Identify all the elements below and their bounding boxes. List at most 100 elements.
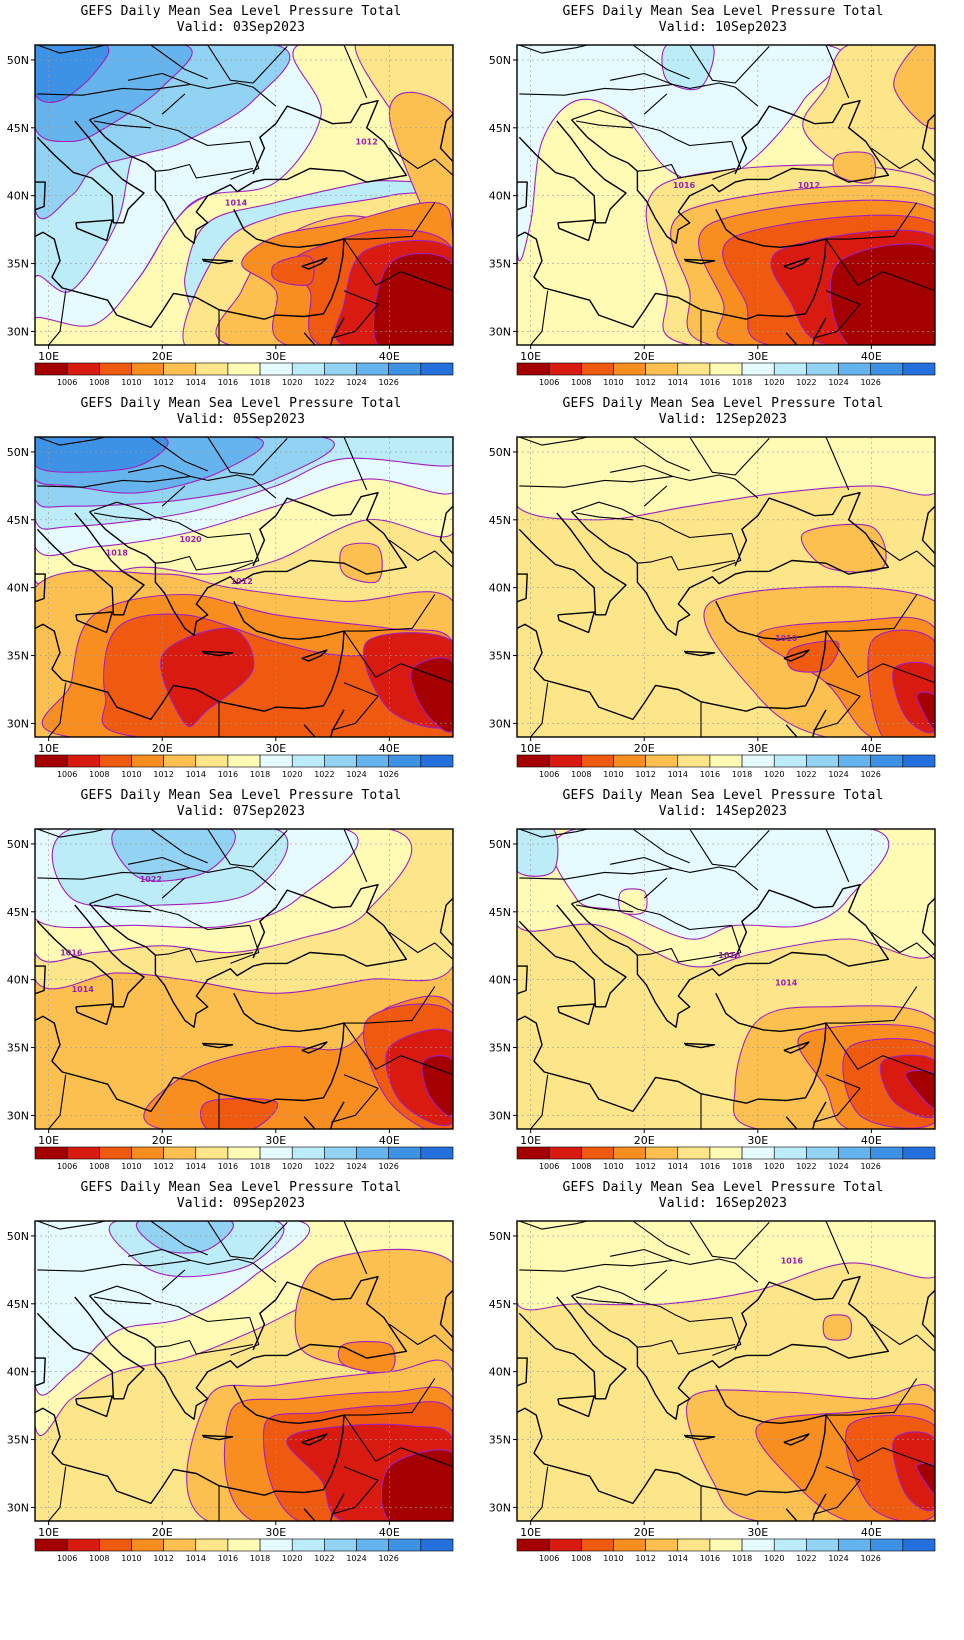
colorbar-swatch [645, 362, 679, 376]
country-border [127, 856, 191, 869]
coastline [715, 208, 827, 320]
country-border [127, 72, 191, 85]
map-panel: GEFS Daily Mean Sea Level Pressure Total… [482, 784, 964, 1194]
colorbar-swatch [838, 754, 871, 768]
coastline [75, 219, 113, 242]
coastline [518, 904, 627, 1008]
country-border [826, 986, 918, 1024]
coastline [783, 257, 810, 270]
colorbar-swatch [324, 1146, 357, 1160]
panel-valid-date: Valid: 16Sep2023 [658, 1196, 788, 1211]
colorbar-label: 1020 [282, 378, 302, 387]
coastline [683, 1434, 716, 1441]
colorbar-swatch [34, 362, 68, 376]
pressure-shaded-region [517, 437, 935, 521]
pressure-shaded-region [270, 255, 315, 286]
colorbar-label: 1016 [218, 1554, 238, 1563]
colorbar-label: 1018 [250, 378, 270, 387]
colorbar-swatch [613, 754, 646, 768]
longitude-tick-label: 10E [520, 742, 541, 755]
colorbar-swatch [645, 754, 679, 768]
coastline [785, 1101, 827, 1129]
colorbar-swatch [34, 754, 68, 768]
country-border [331, 682, 379, 731]
coastline [252, 99, 408, 183]
longitude-tick-label: 40E [379, 1134, 400, 1147]
colorbar-label: 1006 [539, 1554, 559, 1563]
pressure-shaded-region [421, 1055, 453, 1118]
country-border [825, 1221, 850, 1275]
colorbar-swatch [645, 1146, 679, 1160]
latitude-tick-label: 35N [489, 1434, 511, 1447]
coastline [683, 258, 716, 265]
longitude-tick-label: 30E [747, 742, 768, 755]
colorbar-label: 1022 [796, 1554, 816, 1563]
coastline [303, 709, 345, 737]
colorbar-label: 1012 [635, 1554, 655, 1563]
colorbar-swatch [581, 1538, 614, 1552]
coastline [88, 1295, 265, 1420]
country-border [871, 931, 935, 960]
colorbar-swatch [131, 1538, 164, 1552]
latitude-tick-label: 50N [489, 838, 511, 851]
colorbar-swatch [163, 1538, 197, 1552]
longitude-tick-label: 20E [634, 350, 655, 363]
colorbar-label: 1010 [603, 1554, 623, 1563]
colorbar-swatch [870, 1146, 904, 1160]
colorbar-label: 1020 [282, 1554, 302, 1563]
plot-frame [516, 44, 936, 346]
country-border [48, 1466, 67, 1521]
colorbar-swatch [259, 1538, 293, 1552]
colorbar-label: 1024 [346, 770, 366, 779]
contour-label: 1016 [718, 951, 741, 960]
panel-valid-date: Valid: 14Sep2023 [658, 804, 788, 819]
colorbar-label: 1022 [314, 1554, 334, 1563]
colorbar-label: 1012 [153, 1162, 173, 1171]
pressure-shaded-region [35, 45, 110, 103]
colorbar-label: 1008 [89, 378, 109, 387]
colorbar-swatch [548, 754, 582, 768]
panel-valid-date: Valid: 05Sep2023 [176, 412, 306, 427]
latitude-tick-label: 40N [489, 190, 511, 203]
longitude-tick-label: 40E [861, 742, 882, 755]
country-border [632, 45, 690, 80]
colorbar-swatch [741, 1538, 775, 1552]
colorbar-swatch [806, 362, 839, 376]
colorbar-swatch [66, 1538, 100, 1552]
country-border [127, 464, 191, 477]
colorbar-swatch [548, 1146, 582, 1160]
latitude-tick-label: 45N [489, 1298, 511, 1311]
colorbar-label: 1010 [121, 1554, 141, 1563]
colorbar-swatch [870, 754, 904, 768]
country-border [825, 238, 935, 292]
country-border [826, 1378, 918, 1416]
coastline [201, 1042, 234, 1049]
colorbar-swatch [741, 1146, 775, 1160]
colorbar-label: 1026 [861, 1162, 881, 1171]
colorbar-swatch [99, 1146, 132, 1160]
colorbar-label: 1016 [218, 770, 238, 779]
colorbar-label: 1012 [635, 770, 655, 779]
coastline [517, 1357, 528, 1387]
colorbar-label: 1020 [764, 378, 784, 387]
coastline [570, 511, 747, 636]
colorbar-swatch [34, 1146, 68, 1160]
coastline [201, 1434, 234, 1441]
longitude-tick-label: 10E [520, 1134, 541, 1147]
colorbar-label: 1010 [603, 770, 623, 779]
colorbar-swatch [420, 754, 454, 768]
colorbar-label: 1022 [314, 378, 334, 387]
country-border [230, 533, 260, 572]
coastline [570, 119, 747, 244]
colorbar-swatch [356, 1538, 389, 1552]
colorbar-label: 1014 [186, 378, 206, 387]
latitude-tick-label: 35N [7, 650, 29, 663]
coastline [557, 611, 595, 634]
coastline [518, 1296, 627, 1400]
coastline [517, 623, 747, 721]
panel-title: GEFS Daily Mean Sea Level Pressure Total [562, 1180, 884, 1195]
colorbar-label: 1024 [346, 1554, 366, 1563]
longitude-tick-label: 20E [152, 1134, 173, 1147]
coastline [36, 904, 145, 1008]
colorbar-swatch [99, 362, 132, 376]
